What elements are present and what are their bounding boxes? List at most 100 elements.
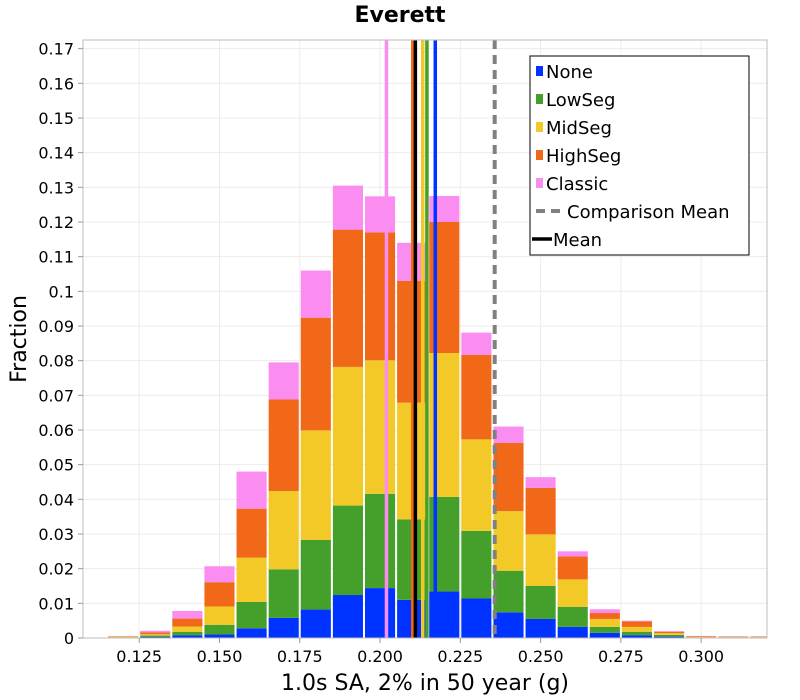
y-tick-label: 0.05 xyxy=(38,456,74,475)
bar-lowseg-16 xyxy=(621,631,652,636)
bar-classic-6 xyxy=(300,270,331,318)
legend-label: Mean xyxy=(553,230,602,251)
bar-midseg-15 xyxy=(589,618,620,627)
x-tick-label: 0.300 xyxy=(678,647,724,666)
bar-midseg-7 xyxy=(332,366,363,506)
bar-lowseg-2 xyxy=(172,631,203,636)
bar-highseg-15 xyxy=(589,613,620,619)
bar-highseg-1 xyxy=(140,632,171,635)
bar-classic-2 xyxy=(172,610,203,619)
y-tick-label: 0.1 xyxy=(49,282,74,301)
bar-none-5 xyxy=(268,617,299,638)
y-tick-label: 0.14 xyxy=(38,144,74,163)
bar-lowseg-7 xyxy=(332,505,363,596)
y-axis: 0 0.01 0.02 0.03 0.04 0.05 0.06 0.07 0.08 0.09 0.1… xyxy=(38,40,83,648)
y-tick-label: 0.13 xyxy=(38,178,74,197)
bar-none-3 xyxy=(204,634,235,638)
bar-classic-1 xyxy=(140,630,171,633)
bar-none-7 xyxy=(332,595,363,638)
bar-highseg-18 xyxy=(686,636,717,637)
bar-highseg-4 xyxy=(236,508,267,558)
bar-lowseg-8 xyxy=(364,493,396,589)
y-tick-label: 0.17 xyxy=(38,40,74,59)
y-tick-label: 0.11 xyxy=(38,248,74,267)
bar-highseg-16 xyxy=(621,621,652,627)
plot-frame xyxy=(82,39,768,639)
y-tick-label: 0.12 xyxy=(38,213,74,232)
bar-highseg-11 xyxy=(461,354,492,440)
bar-none-6 xyxy=(300,609,331,638)
legend-label: LowSeg xyxy=(546,90,615,111)
x-tick-label: 0.125 xyxy=(116,647,162,666)
bar-highseg-12 xyxy=(493,442,524,512)
bar-classic-15 xyxy=(589,609,620,614)
bar-lowseg-3 xyxy=(204,624,235,635)
bar-highseg-7 xyxy=(332,229,363,367)
x-tick-label: 0.200 xyxy=(357,647,403,666)
y-tick-label: 0.06 xyxy=(38,421,74,440)
bar-midseg-0 xyxy=(108,636,139,638)
bar-lowseg-17 xyxy=(654,634,685,637)
bar-lowseg-6 xyxy=(300,539,331,610)
bar-lowseg-14 xyxy=(557,606,588,627)
bar-highseg-3 xyxy=(204,582,235,607)
bar-midseg-6 xyxy=(300,430,331,540)
x-tick-label: 0.275 xyxy=(598,647,644,666)
legend-label: None xyxy=(546,62,593,83)
bar-midseg-11 xyxy=(461,439,492,531)
bar-midseg-13 xyxy=(525,534,556,586)
chart-title: Everett xyxy=(354,3,446,28)
x-axis-label: 1.0s SA, 2% in 50 year (g) xyxy=(281,671,569,696)
bar-classic-16 xyxy=(621,620,652,622)
bar-midseg-3 xyxy=(204,606,235,625)
y-tick-label: 0.02 xyxy=(38,560,74,579)
bar-midseg-16 xyxy=(621,626,652,632)
bar-highseg-13 xyxy=(525,487,556,535)
bar-none-14 xyxy=(557,626,588,638)
bar-lowseg-5 xyxy=(268,569,299,618)
bar-midseg-2 xyxy=(172,626,203,632)
legend-swatch-classic xyxy=(536,178,543,188)
bar-midseg-5 xyxy=(268,491,299,570)
legend-swatch-lowseg xyxy=(536,94,543,104)
bar-lowseg-11 xyxy=(461,530,492,599)
y-axis-label: Fraction xyxy=(7,295,32,383)
x-axis: 0.125 0.150 0.175 0.200 0.225 0.250 0.275 0.300 xyxy=(116,638,724,666)
y-tick-label: 0.04 xyxy=(38,490,74,509)
mean-lines-group xyxy=(384,40,497,638)
bar-midseg-1 xyxy=(140,634,171,636)
bar-classic-11 xyxy=(461,332,492,355)
bar-none-13 xyxy=(525,618,556,638)
bar-none-15 xyxy=(589,632,620,638)
y-tick-label: 0.01 xyxy=(38,594,74,613)
bar-none-17 xyxy=(654,636,685,638)
legend-swatch-none xyxy=(536,66,543,76)
bar-midseg-17 xyxy=(654,633,685,635)
legend-box xyxy=(529,55,750,256)
bar-classic-13 xyxy=(525,477,556,488)
legend-label: MidSeg xyxy=(546,118,612,139)
bar-classic-3 xyxy=(204,566,235,583)
y-tick-label: 0.07 xyxy=(38,386,74,405)
y-tick-label: 0 xyxy=(64,629,74,648)
y-tick-label: 0.09 xyxy=(38,317,74,336)
y-tick-label: 0.03 xyxy=(38,525,74,544)
bar-none-2 xyxy=(172,635,203,638)
bar-classic-8 xyxy=(364,196,396,233)
legend-label: Classic xyxy=(546,174,608,195)
bar-none-4 xyxy=(236,628,267,638)
bar-lowseg-13 xyxy=(525,586,556,619)
bar-none-16 xyxy=(621,635,652,638)
y-tick-label: 0.08 xyxy=(38,352,74,371)
bar-classic-17 xyxy=(654,631,685,632)
bar-lowseg-15 xyxy=(589,626,620,633)
bar-classic-4 xyxy=(236,471,267,509)
x-tick-label: 0.250 xyxy=(518,647,564,666)
legend-swatch-highseg xyxy=(536,150,543,160)
bar-classic-12 xyxy=(493,426,524,443)
bar-classic-14 xyxy=(557,551,588,557)
x-tick-label: 0.150 xyxy=(197,647,243,666)
x-tick-label: 0.225 xyxy=(437,647,483,666)
y-tick-label: 0.16 xyxy=(38,74,74,93)
